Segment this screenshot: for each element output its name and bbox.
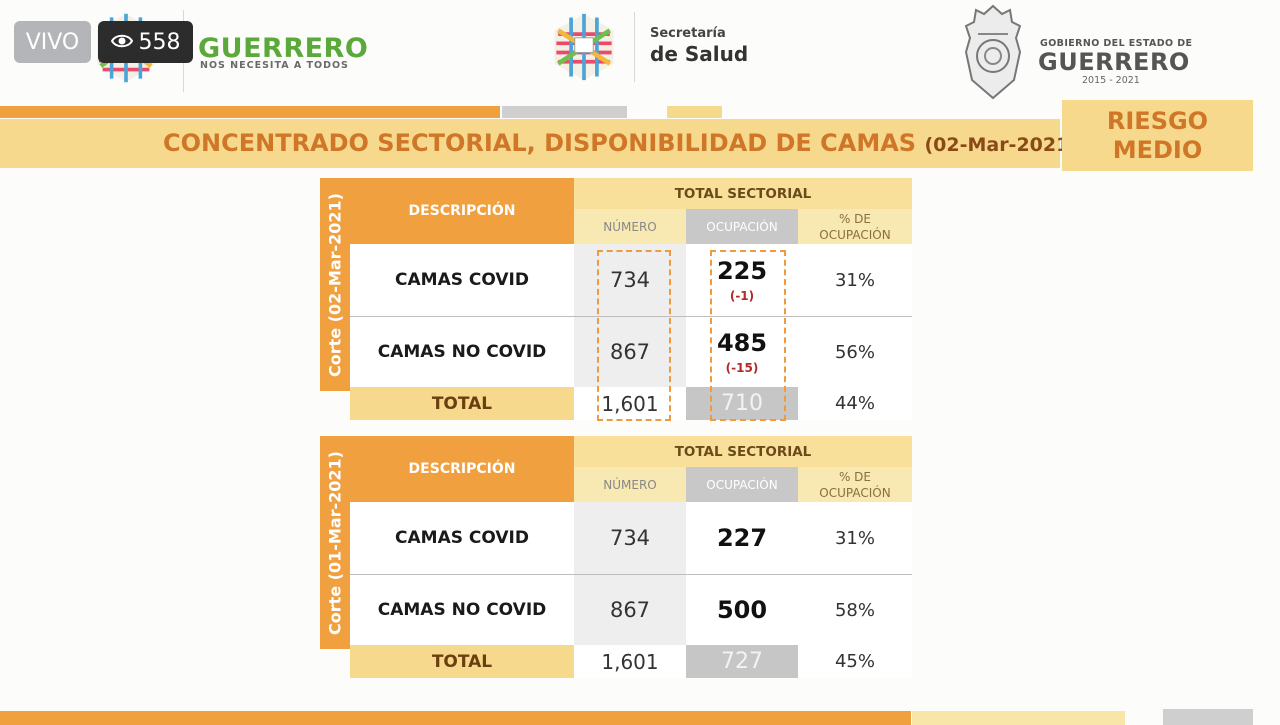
title-band bbox=[0, 119, 1060, 168]
ocupacion-value: 485 bbox=[716, 329, 768, 357]
cell-ocupacion: 227 bbox=[686, 502, 798, 574]
footer-bar bbox=[1163, 709, 1253, 725]
row-label: CAMAS COVID bbox=[350, 244, 574, 316]
cell-ocupacion: 500 bbox=[686, 575, 798, 645]
col-header-pct: % DE OCUPACIÓN bbox=[798, 467, 912, 502]
gobierno-title-line1: GOBIERNO DEL ESTADO DE bbox=[1040, 38, 1193, 49]
ocupacion-value: 225 bbox=[716, 257, 768, 285]
cell-pct: 58% bbox=[798, 575, 912, 645]
col-header-numero: NÚMERO bbox=[574, 209, 686, 244]
gobierno-years: 2015 - 2021 bbox=[1082, 75, 1140, 86]
cell-numero: 734 bbox=[574, 244, 686, 316]
cell-pct: 31% bbox=[798, 244, 912, 316]
col-header-numero: NÚMERO bbox=[574, 467, 686, 502]
cut-date-label: Corte (02-Mar-2021) bbox=[325, 192, 345, 377]
highlight-numero bbox=[597, 250, 671, 421]
accent-bar bbox=[502, 106, 627, 118]
page-title-text: CONCENTRADO SECTORIAL, DISPONIBILIDAD DE… bbox=[163, 129, 917, 157]
cell-ocupacion: 485 (-15) bbox=[686, 317, 798, 387]
risk-line1: RIESGO bbox=[1106, 106, 1209, 135]
total-ocupacion: 710 bbox=[686, 387, 798, 420]
table-side-label: Corte (02-Mar-2021) bbox=[320, 178, 350, 391]
viewer-count: 558 bbox=[98, 21, 193, 63]
table-side-label: Corte (01-Mar-2021) bbox=[320, 436, 350, 649]
salud-title-line2: de Salud bbox=[650, 42, 749, 66]
total-label: TOTAL bbox=[350, 387, 574, 420]
highlight-ocupacion bbox=[710, 250, 786, 421]
logo-divider bbox=[634, 12, 635, 82]
total-ocupacion: 727 bbox=[686, 645, 798, 678]
cell-ocupacion: 225 (-1) bbox=[686, 244, 798, 316]
live-badge: VIVO bbox=[14, 21, 91, 63]
ocupacion-value: 227 bbox=[716, 524, 768, 552]
cell-pct: 31% bbox=[798, 502, 912, 574]
desc-header: DESCRIPCIÓN bbox=[350, 436, 574, 502]
cut-date-label: Corte (01-Mar-2021) bbox=[325, 450, 345, 635]
accent-bar bbox=[0, 106, 500, 118]
row-label: CAMAS NO COVID bbox=[350, 575, 574, 645]
gobierno-title-line2: GUERRERO bbox=[1038, 48, 1190, 76]
ocupacion-value: 500 bbox=[716, 596, 768, 624]
ocupacion-delta: (-15) bbox=[725, 361, 759, 375]
footer-bar bbox=[0, 711, 911, 725]
cell-numero: 734 bbox=[574, 502, 686, 574]
total-pct: 44% bbox=[798, 387, 912, 420]
row-label: CAMAS COVID bbox=[350, 502, 574, 574]
desc-header: DESCRIPCIÓN bbox=[350, 178, 574, 244]
sector-header: TOTAL SECTORIAL bbox=[574, 436, 912, 467]
risk-line2: MEDIO bbox=[1112, 135, 1203, 164]
sector-header: TOTAL SECTORIAL bbox=[574, 178, 912, 209]
salud-weave-logo bbox=[550, 12, 618, 86]
total-numero: 1,601 bbox=[574, 387, 686, 420]
ocupacion-delta: (-1) bbox=[729, 289, 755, 303]
total-pct: 45% bbox=[798, 645, 912, 678]
row-divider bbox=[350, 574, 912, 575]
viewer-count-value: 558 bbox=[138, 29, 181, 55]
row-label: CAMAS NO COVID bbox=[350, 317, 574, 387]
guerrero-tagline: NOS NECESITA A TODOS bbox=[200, 60, 349, 71]
footer-bar bbox=[912, 711, 1125, 725]
salud-title-line1: Secretaría bbox=[650, 26, 726, 41]
col-header-ocupacion: OCUPACIÓN bbox=[686, 467, 798, 502]
total-label: TOTAL bbox=[350, 645, 574, 678]
page-title: CONCENTRADO SECTORIAL, DISPONIBILIDAD DE… bbox=[163, 129, 1078, 157]
guerrero-wordmark: GUERRERO bbox=[198, 33, 369, 64]
page-title-date: (02-Mar-2021) bbox=[924, 134, 1079, 156]
col-header-pct: % DE OCUPACIÓN bbox=[798, 209, 912, 244]
state-shield-icon bbox=[962, 4, 1024, 106]
eye-icon bbox=[110, 30, 133, 55]
row-divider bbox=[350, 316, 912, 317]
risk-badge: RIESGO MEDIO bbox=[1062, 100, 1253, 171]
cell-pct: 56% bbox=[798, 317, 912, 387]
col-header-ocupacion: OCUPACIÓN bbox=[686, 209, 798, 244]
cell-numero: 867 bbox=[574, 317, 686, 387]
accent-bar bbox=[667, 106, 722, 118]
total-numero: 1,601 bbox=[574, 645, 686, 678]
cell-numero: 867 bbox=[574, 575, 686, 645]
